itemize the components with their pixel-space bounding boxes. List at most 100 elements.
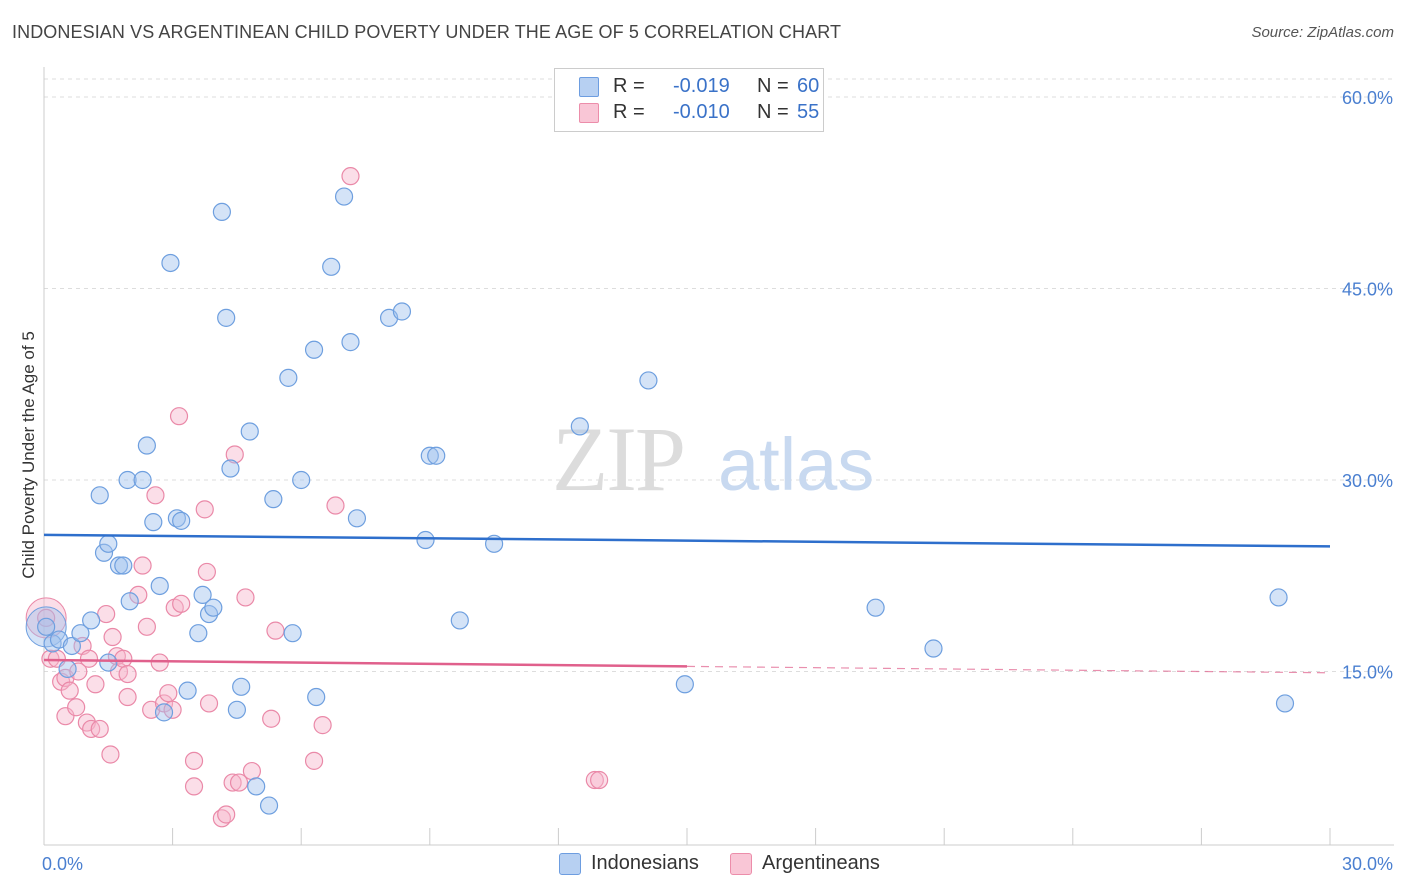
legend-r-value-indonesians: -0.019 [673, 75, 730, 97]
data-point-argentineans [133, 556, 152, 575]
data-point-indonesians [307, 687, 326, 707]
legend-n-label: N = [757, 101, 789, 123]
data-point-indonesians [259, 796, 279, 815]
data-point-indonesians [120, 592, 139, 611]
data-point-argentineans [150, 653, 169, 672]
data-point-argentineans [86, 675, 105, 694]
data-point-argentineans [169, 407, 189, 426]
grid-lines [44, 78, 1394, 672]
data-point-argentineans [585, 770, 604, 790]
data-point-argentineans [79, 649, 99, 668]
data-point-large-indonesians [25, 606, 67, 648]
data-point-indonesians [204, 598, 223, 617]
data-point-indonesians [150, 576, 169, 596]
data-point-indonesians [232, 677, 251, 696]
bottom-legend-swatch-argentineans [730, 853, 752, 875]
data-point-argentineans [590, 770, 609, 790]
data-point-argentineans [229, 773, 249, 792]
watermark-atlas: atlas [718, 423, 874, 506]
data-point-indonesians [924, 639, 943, 658]
data-point-indonesians [427, 446, 446, 465]
data-point-indonesians [347, 509, 367, 528]
data-point-indonesians [212, 202, 231, 221]
legend-r-label: R = [613, 101, 645, 123]
data-point-argentineans [199, 694, 219, 713]
data-point-indonesians [62, 636, 81, 656]
data-point-indonesians [392, 302, 412, 321]
y-tick-label: 15.0% [1342, 663, 1393, 683]
data-point-indonesians [240, 422, 259, 441]
data-point-argentineans [313, 716, 332, 735]
data-point-indonesians [161, 253, 180, 273]
chart-title: INDONESIAN VS ARGENTINEAN CHILD POVERTY … [12, 22, 842, 42]
data-point-argentineans [60, 681, 79, 700]
data-point-indonesians [189, 624, 208, 643]
bottom-legend-label-indonesians: Indonesians [591, 852, 699, 874]
data-point-argentineans [195, 500, 214, 519]
y-axis-label: Child Poverty Under the Age of 5 [19, 331, 38, 579]
data-point-argentineans [172, 594, 191, 613]
data-point-indonesians [1275, 694, 1295, 713]
x-tick-label: 0.0% [42, 854, 83, 874]
data-point-indonesians [283, 624, 302, 643]
data-point-argentineans [223, 773, 242, 792]
data-point-indonesians [137, 436, 156, 455]
data-point-indonesians [866, 598, 885, 617]
bottom-legend-label-argentineans: Argentineans [762, 852, 880, 874]
trend-line-extension-argentineans [686, 665, 1331, 674]
trend-lines [43, 533, 1331, 674]
data-point-argentineans [114, 649, 133, 668]
data-point-argentineans [101, 745, 120, 764]
data-point-indonesians [144, 513, 163, 532]
data-point-argentineans [217, 805, 236, 824]
data-point-indonesians [118, 470, 137, 490]
legend-swatch-indonesians [579, 77, 599, 97]
y-tick-label: 60.0% [1342, 88, 1393, 108]
data-point-argentineans [304, 751, 324, 770]
data-point-argentineans [242, 761, 262, 781]
data-point-indonesians [334, 187, 354, 206]
data-point-indonesians [99, 653, 118, 672]
legend-n-label: N = [757, 75, 789, 97]
data-point-indonesians [416, 530, 435, 550]
data-point-indonesians [304, 340, 324, 359]
tick-labels: 15.0% 30.0% 45.0% 60.0% 0.0% 30.0% [42, 88, 1393, 874]
data-point-argentineans [197, 562, 216, 582]
x-tick-label: 30.0% [1342, 854, 1393, 874]
data-point-indonesians [221, 459, 240, 478]
data-point-argentineans [326, 496, 345, 515]
data-point-argentineans [159, 684, 178, 703]
watermark-zip: ZIP [552, 408, 684, 510]
trend-line-argentineans [43, 658, 688, 668]
legend-n-value-indonesians: 60 [797, 75, 820, 97]
data-point-indonesians [450, 611, 469, 630]
stats-legend: R = -0.019 N = 60 R = -0.010 N = 55 [554, 68, 824, 132]
legend-n-value-argentineans: 55 [797, 101, 820, 123]
data-point-argentineans [103, 627, 122, 647]
data-point-indonesians [58, 659, 77, 679]
data-point-argentineans [184, 777, 204, 796]
data-point-indonesians [292, 470, 311, 490]
data-point-indonesians [71, 624, 90, 643]
data-point-indonesians [99, 534, 118, 553]
data-points [25, 167, 1295, 828]
data-point-indonesians [133, 470, 152, 490]
data-point-indonesians [82, 611, 101, 630]
data-point-argentineans [90, 719, 109, 739]
data-point-indonesians [570, 417, 589, 436]
data-point-argentineans [67, 698, 86, 717]
data-point-argentineans [146, 486, 165, 505]
data-point-argentineans [69, 662, 88, 681]
data-point-indonesians [341, 333, 360, 352]
data-point-argentineans [262, 709, 281, 728]
data-point-argentineans [137, 617, 156, 636]
data-point-indonesians [94, 543, 114, 562]
y-tick-label: 30.0% [1342, 471, 1393, 491]
data-point-indonesians [178, 681, 197, 700]
bottom-legend-swatch-indonesians [559, 853, 581, 875]
trend-line-indonesians [43, 533, 1331, 548]
data-point-indonesians [1269, 588, 1288, 607]
data-point-indonesians [37, 617, 56, 636]
data-point-indonesians [172, 511, 191, 530]
